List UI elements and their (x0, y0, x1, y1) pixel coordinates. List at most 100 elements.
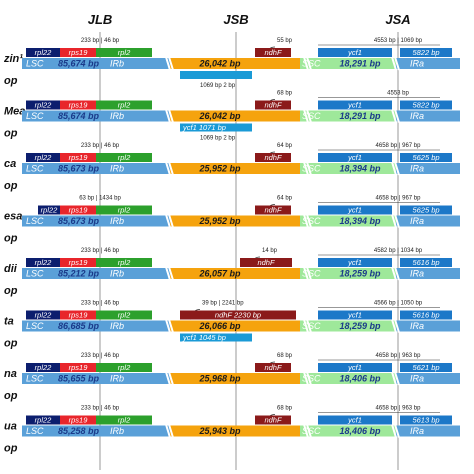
region-ira (396, 110, 460, 122)
break-mark (303, 319, 309, 333)
jsb-annotation: 68 bp (277, 406, 293, 412)
irb-length: 26,066 bp (198, 321, 241, 331)
break-mark (303, 214, 309, 228)
irb-label: IRb (110, 269, 124, 279)
gene-rps19 (60, 258, 96, 267)
region-ssc (300, 425, 396, 437)
species-sub: op (4, 75, 18, 87)
region-ssc (300, 268, 396, 279)
header-jlb: JLB (88, 12, 113, 27)
region-ssc (300, 373, 396, 384)
header-jsa: JSA (385, 12, 410, 27)
break-mark (168, 319, 174, 333)
break-mark (303, 424, 309, 438)
jlb-annotation: 233 bp | 46 bp (81, 248, 120, 254)
jsa-annotation: 4553 bp (387, 91, 409, 97)
gene-label: ycf1 (347, 153, 362, 162)
break-mark (168, 56, 174, 71)
break-mark (168, 266, 174, 281)
lsc-length: 85,655 bp (58, 374, 100, 384)
gene-ycf1 (318, 205, 392, 215)
jlb-annotation: 63 bp | 1434 bp (79, 196, 121, 202)
species-row: ta op 233 bp | 46 bp 39 bp | 2241 bp 4566 bp… (4, 301, 460, 350)
species-row: ua op 233 bp | 46 bp 68 bp 4658 bp | 963 bp r… (4, 406, 460, 455)
ssc-label: SSC (302, 216, 321, 226)
gene-ndhf (255, 100, 291, 110)
species-sub: op (4, 128, 18, 140)
irb-label: IRb (110, 111, 124, 121)
gene-label: 5822 bp (412, 101, 439, 110)
break-mark (303, 161, 309, 176)
gene-ndhf (255, 48, 291, 57)
break-mark (306, 109, 312, 123)
region-irb (170, 320, 300, 332)
ssc-label: SSC (302, 374, 321, 384)
gene-rpl2 (96, 258, 152, 267)
break-mark (165, 161, 171, 176)
species-row: Mea op 68 bp 4553 bp rpl22 rps19 rpl2 ndhF ycf1 5… (4, 91, 460, 142)
break-mark (391, 161, 397, 176)
region-ssc (300, 215, 396, 227)
ssc-label: SSC (302, 111, 321, 121)
break-mark (306, 56, 312, 71)
gene-label: ndhF (264, 206, 282, 215)
species-name: na (4, 368, 17, 380)
lsc-length: 85,258 bp (58, 426, 100, 436)
gene-rps19 (60, 48, 96, 57)
jsb-annotation: 14 bp (262, 248, 278, 254)
gene-label: ndhF 2230 bp (215, 311, 261, 320)
lsc-label: LSC (26, 269, 44, 279)
irb-length: 26,042 bp (198, 111, 241, 121)
gene-ira (400, 258, 452, 267)
gene-rps19 (60, 100, 96, 110)
ssc-label: SSC (302, 164, 321, 174)
gene-label: rpl22 (35, 101, 53, 110)
ira-label: IRa (410, 111, 424, 121)
irb-label: IRb (110, 59, 124, 69)
lsc-label: LSC (26, 164, 44, 174)
species-row: dii op 233 bp | 46 bp 14 bp 4582 bp | 1034 b… (4, 248, 460, 297)
jlb-annotation: 233 bp | 46 bp (81, 38, 120, 44)
irb-label: IRb (110, 321, 124, 331)
region-lsc (22, 110, 170, 122)
break-mark (303, 371, 309, 386)
ssc-length: 18,291 bp (339, 59, 381, 69)
gene-rpl2 (96, 205, 152, 215)
region-ssc (300, 320, 396, 332)
lsc-length: 85,673 bp (58, 216, 100, 226)
gene-label: ycf1 (347, 206, 362, 215)
gene-below-label: ycf1 1071 bp (182, 123, 226, 132)
gene-label: 5621 bp (412, 363, 439, 372)
gene-label: rps19 (69, 311, 89, 320)
ssc-length: 18,394 bp (339, 216, 381, 226)
gene-ndhf (240, 258, 292, 267)
region-lsc (22, 163, 170, 174)
junction-headers: JLB JSB JSA (88, 12, 411, 27)
break-mark (306, 319, 312, 333)
break-mark (168, 214, 174, 228)
gene-label: rps19 (69, 101, 89, 110)
irb-length: 25,952 bp (198, 164, 241, 174)
species-name: esa (4, 211, 22, 223)
ira-label: IRa (410, 59, 424, 69)
break-mark (394, 109, 400, 123)
gene-label: ndhF (264, 48, 282, 57)
gene-label: rpl22 (35, 153, 53, 162)
break-mark (391, 56, 397, 71)
break-mark (303, 109, 309, 123)
gene-rpl22 (26, 415, 60, 425)
gene-label: rpl22 (35, 311, 53, 320)
region-ira (396, 268, 460, 279)
jsb-annotation: 64 bp (277, 143, 293, 149)
species-name: ua (4, 421, 17, 433)
gene-label: rpl2 (118, 311, 131, 320)
break-mark (168, 161, 174, 176)
gene-label: ycf1 (347, 416, 362, 425)
species-sub: op (4, 233, 18, 245)
break-mark (168, 109, 174, 123)
break-mark (394, 56, 400, 71)
break-mark (391, 319, 397, 333)
jsa-annotation: 4553 bp | 1069 bp (374, 38, 423, 44)
break-mark (394, 424, 400, 438)
